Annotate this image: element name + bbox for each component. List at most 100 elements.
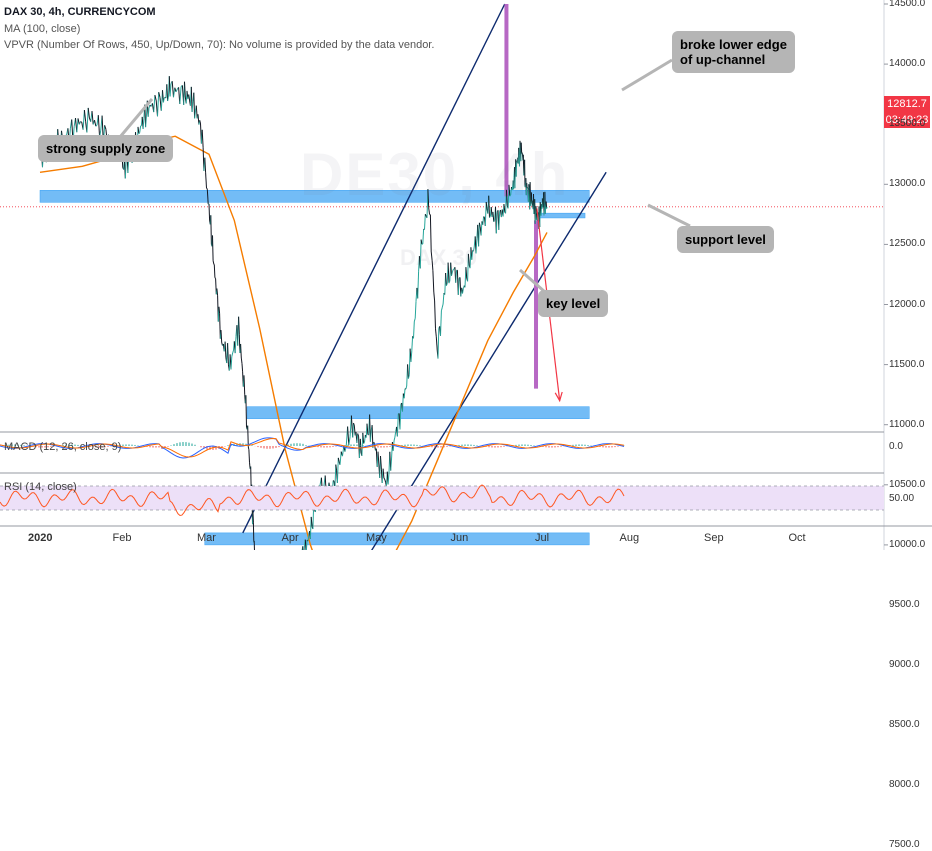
x-tick-label: Jul: [535, 532, 549, 544]
price-segment: [248, 447, 249, 450]
price-segment: [146, 115, 147, 127]
price-segment: [88, 108, 89, 118]
rsi-label[interactable]: RSI (14, close): [4, 481, 77, 493]
price-segment: [496, 212, 497, 233]
price-segment: [481, 221, 482, 235]
price-segment: [423, 229, 424, 244]
price-segment: [221, 330, 222, 342]
vpvr-legend[interactable]: VPVR (Number Of Rows, 450, Up/Down, 70):…: [4, 38, 434, 53]
price-segment: [443, 293, 444, 304]
price-segment: [353, 423, 354, 438]
key-pointer: [520, 270, 545, 292]
price-segment: [430, 214, 431, 215]
price-segment: [367, 424, 368, 435]
price-segment: [425, 214, 426, 229]
price-segment: [483, 217, 484, 225]
price-segment: [414, 318, 415, 321]
broke-channel-note: broke lower edge of up-channel: [672, 31, 795, 73]
price-segment: [185, 82, 186, 97]
broke-note-line1: broke lower edge: [680, 37, 787, 52]
price-segment: [304, 545, 305, 550]
price-segment: [442, 304, 443, 308]
price-segment: [436, 337, 437, 350]
price-segment: [155, 95, 156, 101]
price-segment: [441, 311, 442, 336]
price-segment: [436, 329, 437, 337]
price-segment: [214, 265, 215, 278]
price-segment: [349, 437, 350, 446]
zone-3: [205, 533, 589, 545]
price-segment: [414, 322, 415, 339]
zone-2: [247, 407, 589, 419]
chart-title: DAX 30, 4h, CURRENCYCOM: [4, 5, 156, 20]
price-segment: [246, 395, 247, 427]
price-segment: [139, 133, 140, 134]
price-segment: [209, 204, 210, 221]
y-tick-label: 7500.0: [889, 839, 920, 851]
price-segment: [232, 353, 233, 357]
symbol-watermark: DE30, 4h: [300, 140, 569, 209]
price-segment: [253, 512, 254, 523]
price-segment: [214, 264, 215, 265]
price-segment: [458, 278, 459, 295]
y-tick-label: 11000.0: [889, 419, 924, 431]
price-segment: [248, 426, 249, 447]
key-level-note: key level: [538, 290, 608, 317]
x-tick-label: 2020: [28, 532, 52, 544]
y-tick-label: 11500.0: [889, 359, 924, 371]
broke-note-line2: of up-channel: [680, 52, 787, 67]
price-segment: [242, 364, 243, 372]
broke-pointer: [622, 60, 672, 90]
price-segment: [233, 350, 234, 352]
price-segment: [78, 118, 79, 124]
y-tick-label: 9000.0: [889, 659, 920, 671]
price-segment: [406, 386, 407, 389]
price-segment: [225, 342, 226, 358]
price-segment: [174, 88, 175, 98]
price-segment: [391, 460, 392, 471]
support-level-note: support level: [677, 226, 774, 253]
price-segment: [215, 278, 216, 279]
price-segment: [381, 456, 382, 469]
x-tick-label: Jun: [451, 532, 469, 544]
y-tick-label: 12000.0: [889, 299, 925, 311]
price-segment: [207, 188, 208, 189]
price-segment: [213, 235, 214, 260]
x-tick-label: Mar: [197, 532, 216, 544]
support-pointer: [648, 205, 690, 226]
price-segment: [411, 351, 412, 362]
x-tick-label: Oct: [789, 532, 806, 544]
price-segment: [241, 358, 242, 364]
price-segment: [357, 434, 358, 443]
price-segment: [176, 89, 177, 92]
price-segment: [200, 120, 201, 123]
supply-zone-note: strong supply zone: [38, 135, 173, 162]
rsi-mid-tick: 50.00: [889, 493, 914, 505]
price-segment: [213, 261, 214, 264]
price-segment: [435, 301, 436, 329]
price-segment: [394, 437, 395, 440]
macd-label[interactable]: MACD (12, 26, close, 9): [4, 441, 121, 453]
price-segment: [205, 158, 206, 173]
macd-zero-tick: 0.0: [889, 441, 903, 453]
price-segment: [494, 220, 495, 221]
price-segment: [340, 452, 341, 465]
price-segment: [211, 215, 212, 244]
price-segment: [206, 173, 207, 188]
y-tick-label: 10000.0: [889, 539, 925, 551]
price-segment: [408, 364, 409, 378]
ma-legend[interactable]: MA (100, close): [4, 22, 80, 37]
price-segment: [463, 289, 464, 294]
price-segment: [194, 93, 195, 119]
price-segment: [98, 115, 99, 137]
price-segment: [167, 84, 168, 101]
price-segment: [228, 343, 229, 364]
x-tick-label: Sep: [704, 532, 724, 544]
price-segment: [143, 119, 144, 129]
price-segment: [241, 344, 242, 358]
chart-canvas[interactable]: [0, 0, 932, 550]
price-segment: [217, 289, 218, 296]
x-tick-label: Apr: [282, 532, 299, 544]
x-tick-label: Feb: [113, 532, 132, 544]
supply-pointer: [120, 99, 152, 137]
